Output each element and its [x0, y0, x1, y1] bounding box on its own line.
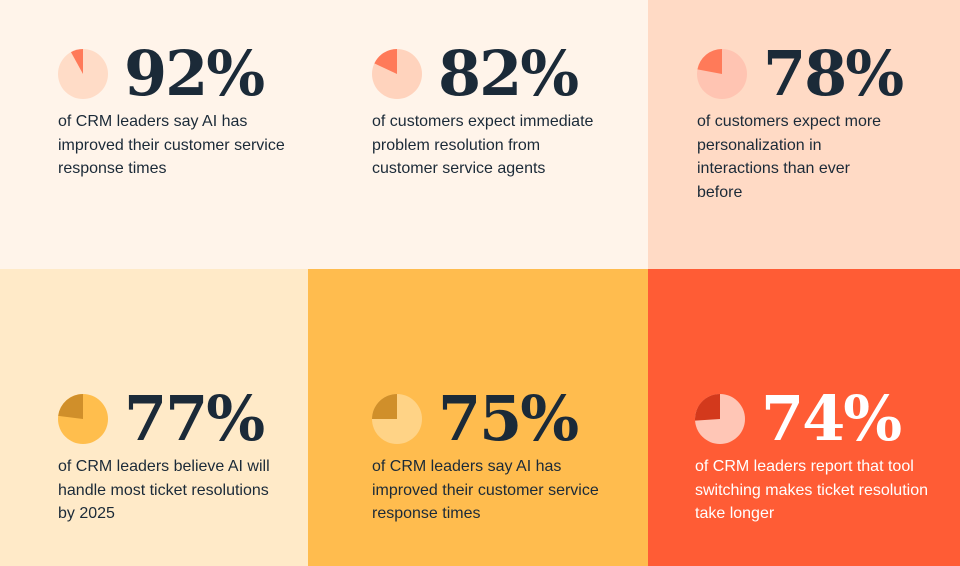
- pie-chart-icon: [697, 49, 747, 99]
- stat-description: of CRM leaders say AI has improved their…: [372, 458, 599, 522]
- stat-description: of CRM leaders report that tool switchin…: [695, 458, 928, 522]
- pie-chart-icon: [695, 394, 745, 444]
- stat-description: of customers expect more personalization…: [697, 113, 882, 201]
- panel-top-middle: [308, 0, 648, 269]
- stat-value: 74%: [761, 382, 902, 455]
- pie-slice: [695, 394, 720, 421]
- panel-top-right: [648, 0, 960, 269]
- stat-card-1: 92% of CRM leaders say AI has improved t…: [58, 37, 293, 181]
- pie-slice: [374, 49, 397, 74]
- pie-chart-icon: [372, 394, 422, 444]
- pie-chart-icon: [58, 394, 108, 444]
- panel-bottom-left: [0, 269, 308, 566]
- stat-value: 77%: [124, 382, 265, 455]
- stat-description: of CRM leaders believe AI will handle mo…: [58, 458, 270, 522]
- pie-slice: [697, 49, 722, 74]
- stat-card-2: 82% of customers expect immediate proble…: [372, 37, 602, 181]
- stat-description: of customers expect immediate problem re…: [372, 113, 594, 177]
- panel-top-left: [0, 0, 308, 269]
- stat-description: of CRM leaders say AI has improved their…: [58, 113, 285, 177]
- stat-value: 82%: [438, 37, 579, 110]
- pie-slice: [372, 394, 397, 419]
- stat-card-6: 74% of CRM leaders report that tool swit…: [695, 382, 940, 526]
- panel-bottom-middle: [308, 269, 648, 566]
- pie-chart-icon: [58, 49, 108, 99]
- pie-slice: [58, 394, 83, 419]
- stat-value: 92%: [124, 37, 265, 110]
- pie-slice: [70, 49, 83, 74]
- pie-chart-icon: [372, 49, 422, 99]
- stat-value: 78%: [763, 37, 904, 110]
- stat-value: 75%: [438, 382, 579, 455]
- stat-card-4: 77% of CRM leaders believe AI will handl…: [58, 382, 273, 526]
- stat-card-3: 78% of customers expect more personaliza…: [697, 43, 904, 204]
- stat-card-5: 75% of CRM leaders say AI has improved t…: [372, 382, 607, 526]
